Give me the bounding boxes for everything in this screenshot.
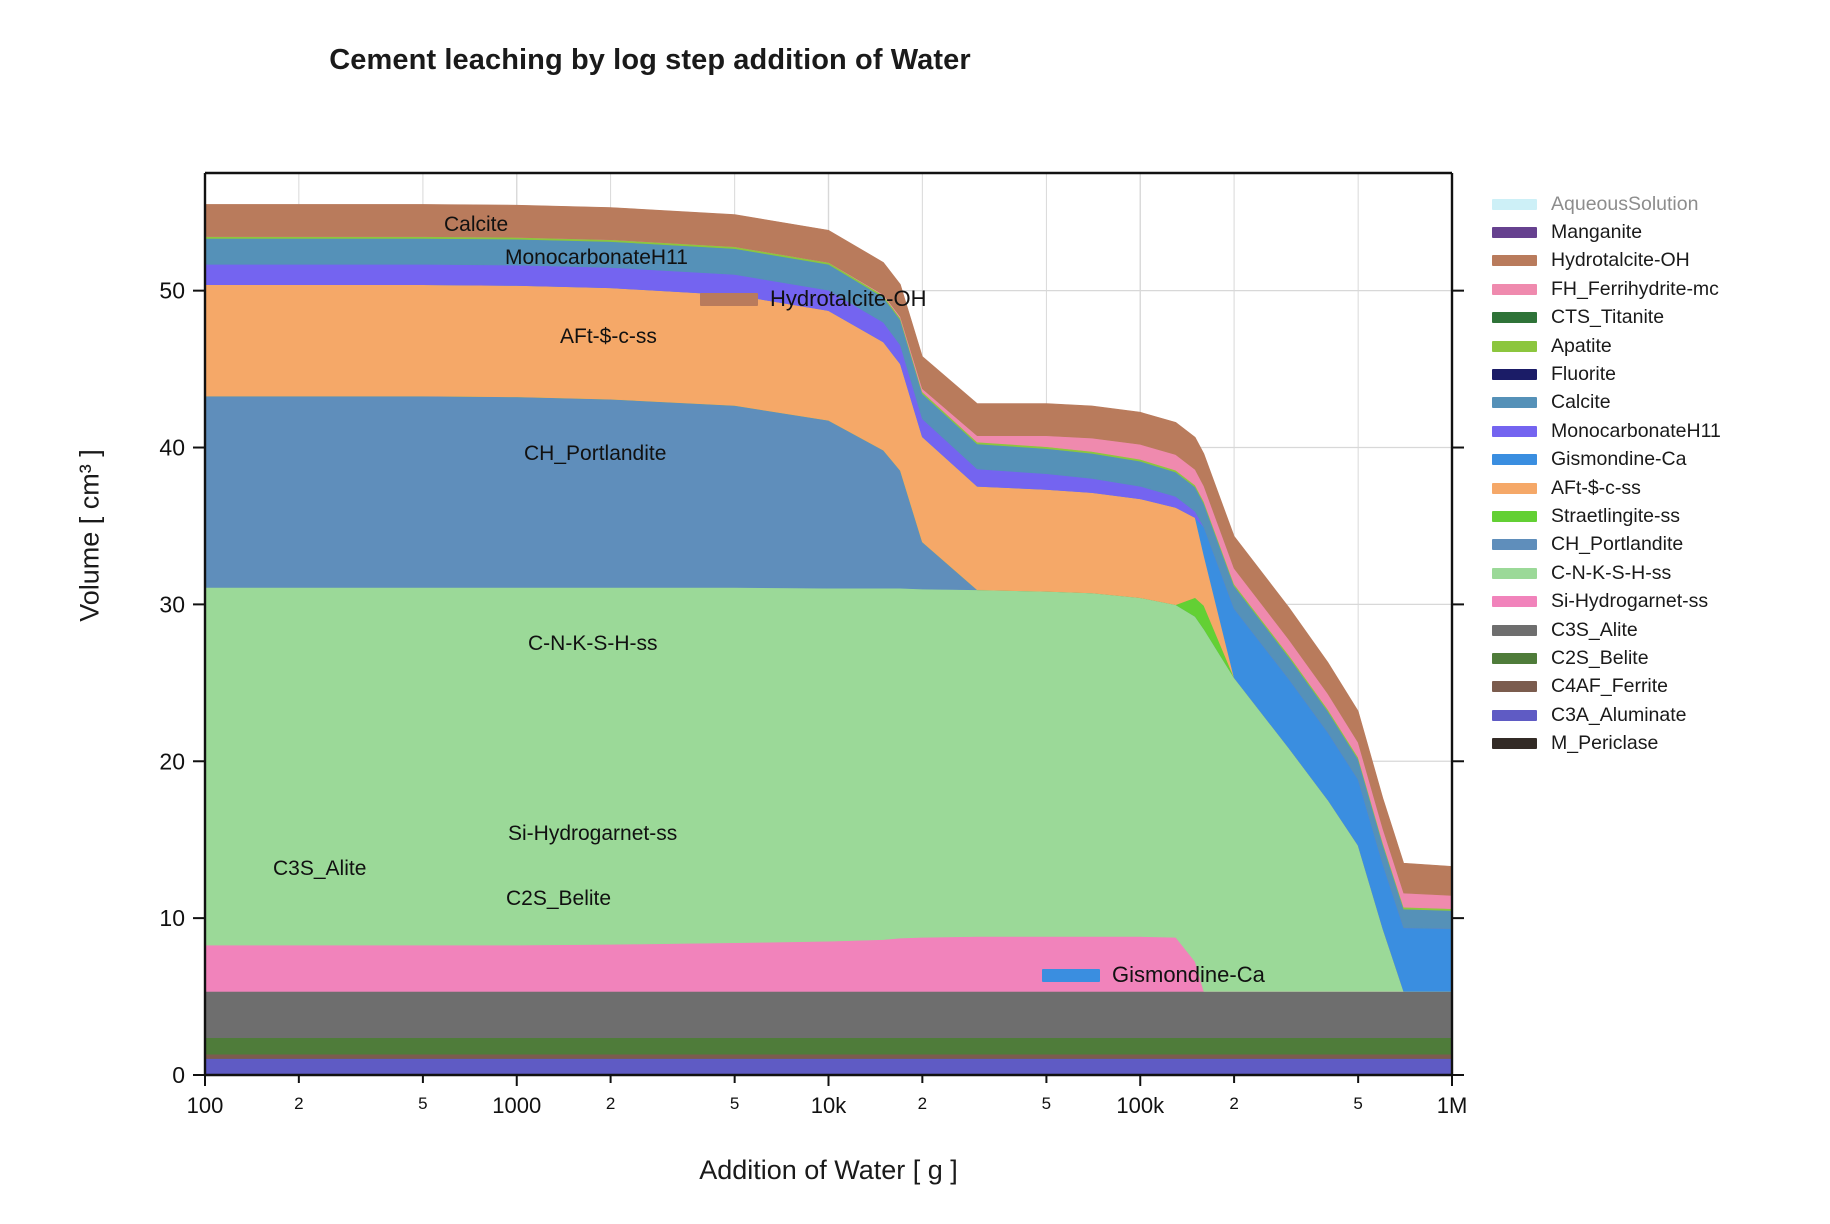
legend-item-label: Si-Hydrogarnet-ss: [1551, 590, 1709, 613]
legend-item-m-periclase[interactable]: M_Periclase: [1492, 729, 1822, 757]
legend-item-c3s-alite[interactable]: C3S_Alite: [1492, 616, 1822, 644]
legend-item-apatite[interactable]: Apatite: [1492, 332, 1822, 360]
x-axis-ticks: 100 2 5 1000 2 5 10k 2 5 100k 2 5 1M: [187, 1075, 1468, 1118]
x-tick-label: 100: [187, 1093, 224, 1118]
legend-item-label: C3S_Alite: [1551, 618, 1638, 641]
legend-item-label: AFt-$-c-ss: [1551, 476, 1641, 499]
legend-swatch-icon: [1492, 283, 1537, 295]
x-tick-label: 2: [606, 1094, 615, 1113]
series-area-c3s-alite[interactable]: [204, 991, 1453, 1038]
legend-item-c3a-aluminate[interactable]: C3A_Aluminate: [1492, 701, 1822, 729]
legend-swatch-icon: [1492, 425, 1537, 437]
legend-swatch-icon: [1492, 312, 1537, 324]
legend-item-label: Manganite: [1551, 221, 1643, 244]
x-tick-label: 1M: [1437, 1093, 1468, 1118]
legend-item-label: CTS_Titanite: [1551, 306, 1665, 329]
x-tick-label: 5: [1353, 1094, 1362, 1113]
legend-swatch-icon: [1492, 482, 1537, 494]
legend-item-fluorite[interactable]: Fluorite: [1492, 360, 1822, 388]
series-area-c2s-belite[interactable]: [204, 1037, 1453, 1055]
legend-item-ch-portlandite[interactable]: CH_Portlandite: [1492, 531, 1822, 559]
x-tick-label: 2: [1229, 1094, 1238, 1113]
legend-item-si-hydrogarnet-ss[interactable]: Si-Hydrogarnet-ss: [1492, 587, 1822, 615]
x-tick-label: 2: [294, 1094, 303, 1113]
legend-swatch-icon: [1492, 454, 1537, 466]
legend-swatch-icon: [1492, 397, 1537, 409]
legend-swatch-icon: [1492, 652, 1537, 664]
legend-item-aft-c-ss[interactable]: AFt-$-c-ss: [1492, 474, 1822, 502]
legend-item-straetlingite-ss[interactable]: Straetlingite-ss: [1492, 502, 1822, 530]
legend-item-label: M_Periclase: [1551, 732, 1659, 755]
legend-swatch-icon: [1492, 369, 1537, 381]
legend-swatch-icon: [1492, 709, 1537, 721]
legend-item-label: Calcite: [1551, 391, 1611, 414]
legend-item-label: C2S_Belite: [1551, 646, 1649, 669]
x-tick-label: 5: [1042, 1094, 1051, 1113]
x-tick-label: 10k: [811, 1093, 847, 1118]
x-tick-label: 100k: [1116, 1093, 1165, 1118]
series-area-c4af-ferrite[interactable]: [204, 1053, 1453, 1059]
legend-item-label: C-N-K-S-H-ss: [1551, 561, 1672, 584]
legend-item-label: CH_Portlandite: [1551, 533, 1684, 556]
x-tick-label: 5: [418, 1094, 427, 1113]
legend-item-label: Fluorite: [1551, 363, 1617, 386]
legend-swatch-icon: [1492, 738, 1537, 750]
legend-item-c-n-k-s-h-ss[interactable]: C-N-K-S-H-ss: [1492, 559, 1822, 587]
legend-item-aqueoussolution[interactable]: AqueousSolution: [1492, 190, 1822, 218]
legend-item-fh-ferrihydrite-mc[interactable]: FH_Ferrihydrite-mc: [1492, 275, 1822, 303]
page-title: Cement leaching by log step addition of …: [329, 44, 971, 76]
legend-swatch-icon: [1492, 681, 1537, 693]
legend-swatch-icon: [1492, 539, 1537, 551]
y-tick-label: 50: [159, 278, 185, 304]
legend-item-cts-titanite[interactable]: CTS_Titanite: [1492, 304, 1822, 332]
legend-item-label: C4AF_Ferrite: [1551, 675, 1669, 698]
y-tick-label: 30: [159, 591, 185, 617]
legend-item-monocarbonateh11[interactable]: MonocarbonateH11: [1492, 417, 1822, 445]
legend-item-label: Gismondine-Ca: [1551, 448, 1687, 471]
legend-item-label: Apatite: [1551, 334, 1612, 357]
legend-swatch-icon: [1492, 227, 1537, 239]
legend-swatch-icon: [1492, 567, 1537, 579]
y-axis-ticks: 0 10 20 30 40 50: [159, 278, 1464, 1088]
legend-item-label: MonocarbonateH11: [1551, 419, 1721, 442]
legend-item-label: Straetlingite-ss: [1551, 504, 1680, 527]
x-tick-label: 1000: [492, 1093, 541, 1118]
x-tick-label: 2: [918, 1094, 927, 1113]
axis-frame: [203, 171, 1454, 1077]
y-tick-label: 40: [159, 435, 185, 461]
y-axis-title: Volume [ cm³ ]: [74, 449, 105, 622]
legend-swatch-icon: [1492, 596, 1537, 608]
legend-swatch-icon: [1492, 255, 1537, 267]
legend-swatch-icon: [1492, 340, 1537, 352]
x-tick-label: 5: [730, 1094, 739, 1113]
legend-swatch-icon: [1492, 624, 1537, 636]
y-tick-label: 0: [172, 1062, 185, 1088]
legend-item-label: Hydrotalcite-OH: [1551, 249, 1690, 272]
legend-item-hydrotalcite-oh[interactable]: Hydrotalcite-OH: [1492, 247, 1822, 275]
series-areas: [204, 204, 1453, 1076]
series-area-c3a-aluminate[interactable]: [204, 1058, 1453, 1076]
legend-item-calcite[interactable]: Calcite: [1492, 389, 1822, 417]
legend-swatch-icon: [1492, 198, 1537, 210]
legend-item-manganite[interactable]: Manganite: [1492, 218, 1822, 246]
legend-item-c4af-ferrite[interactable]: C4AF_Ferrite: [1492, 673, 1822, 701]
legend-item-label: FH_Ferrihydrite-mc: [1551, 277, 1719, 300]
y-tick-label: 20: [159, 748, 185, 774]
legend-item-label: C3A_Aluminate: [1551, 703, 1687, 726]
legend-item-gismondine-ca[interactable]: Gismondine-Ca: [1492, 446, 1822, 474]
legend-item-c2s-belite[interactable]: C2S_Belite: [1492, 644, 1822, 672]
y-tick-label: 10: [159, 905, 185, 931]
legend-item-label: AqueousSolution: [1551, 192, 1699, 215]
legend[interactable]: AqueousSolution Manganite Hydrotalcite-OH F…: [1492, 190, 1822, 758]
legend-swatch-icon: [1492, 510, 1537, 522]
x-axis-title: Addition of Water [ g ]: [699, 1155, 958, 1185]
